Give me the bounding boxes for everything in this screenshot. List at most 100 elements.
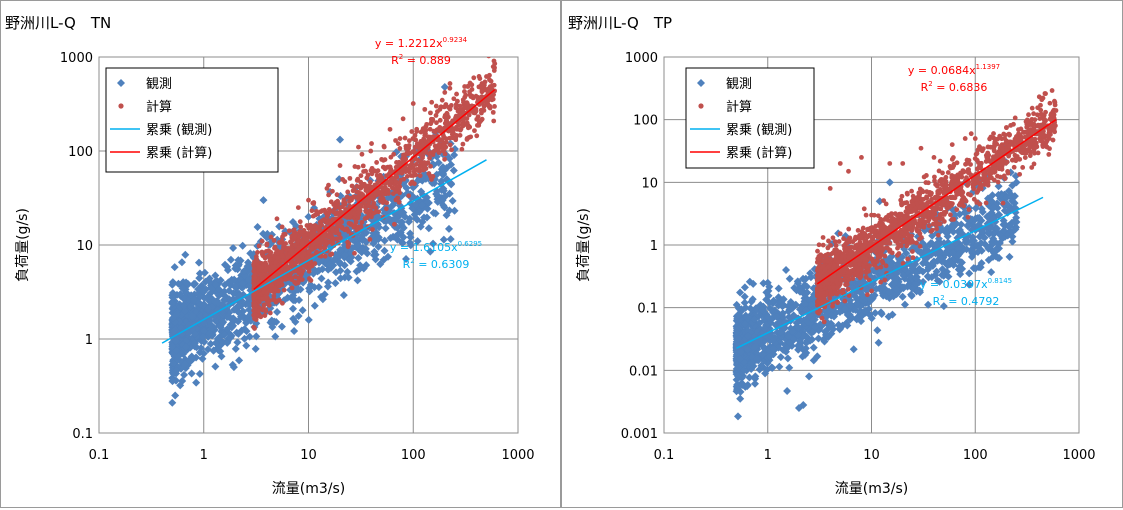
calculated-point: [1038, 111, 1044, 117]
calculated-point: [426, 171, 432, 176]
observed-point: [398, 239, 407, 248]
observed-point: [290, 326, 299, 335]
observed-point: [424, 224, 433, 233]
calculated-point: [455, 108, 461, 114]
calculated-point: [486, 57, 491, 59]
observed-point: [760, 343, 769, 352]
observed-point: [757, 305, 766, 314]
observed-point: [986, 210, 995, 219]
observed-point: [939, 302, 948, 311]
calculated-point: [311, 201, 317, 206]
calculated-point: [441, 133, 446, 139]
calculated-point: [410, 101, 416, 106]
calculated-point: [391, 151, 397, 157]
observed-point: [743, 382, 752, 391]
observed-point: [229, 321, 238, 330]
observed-point: [172, 366, 181, 375]
calculated-point: [328, 252, 333, 258]
calculated-point: [336, 231, 342, 237]
observed-point: [295, 296, 304, 305]
calculated-point: [289, 247, 295, 253]
calculated-point: [1026, 112, 1031, 118]
observed-point: [751, 342, 760, 351]
observed-point: [1008, 232, 1017, 241]
observed-point: [967, 236, 976, 245]
calculated-point: [443, 139, 449, 145]
observed-point: [734, 311, 743, 320]
calculated-point: [393, 197, 399, 203]
observed-point: [354, 254, 363, 263]
observed-point: [195, 269, 204, 278]
calculated-point: [491, 118, 497, 124]
legend-box: [105, 67, 279, 173]
observed-point: [442, 211, 451, 220]
calculated-point: [364, 215, 370, 220]
observed-point: [809, 356, 818, 365]
calculated-point: [402, 135, 408, 141]
calculated-point: [447, 142, 453, 148]
observed-point: [796, 287, 805, 296]
observed-point: [732, 375, 741, 384]
calculated-point: [324, 241, 329, 246]
y-tick-label: 1000: [625, 51, 658, 66]
calculated-point: [467, 124, 472, 130]
observed-point: [1010, 217, 1019, 226]
observed-point: [928, 239, 937, 248]
observed-point: [335, 259, 344, 268]
calculated-point: [428, 163, 433, 169]
observed-point: [240, 267, 249, 276]
calculated-point: [342, 227, 348, 233]
calculated-point: [479, 110, 484, 116]
observed-point: [336, 266, 345, 275]
observed-point: [877, 268, 886, 277]
calculated-point: [364, 209, 370, 214]
calculated-point: [447, 85, 453, 91]
observed-point: [1010, 192, 1019, 201]
y-tick-label: 100: [68, 145, 93, 160]
calculated-point: [306, 265, 312, 271]
legend-label: 累乗 (観測): [146, 123, 212, 138]
observed-point: [289, 314, 298, 323]
calculated-point: [278, 249, 284, 255]
calculated-point: [443, 144, 449, 150]
observed-point: [422, 213, 431, 222]
calculated-point: [293, 259, 299, 265]
calculated-point: [491, 82, 497, 88]
observed-point: [758, 350, 767, 359]
calculated-point: [330, 235, 335, 241]
calculated-point: [469, 87, 475, 92]
calculated-point: [356, 144, 361, 150]
observed-point: [177, 258, 186, 267]
calculated-point: [315, 226, 320, 232]
observed-point: [440, 82, 449, 91]
calculated-point: [264, 291, 270, 296]
calculated-point: [472, 128, 477, 134]
calculated-point: [882, 277, 888, 283]
calculated-point: [477, 76, 483, 81]
calculated-point: [437, 106, 443, 112]
observed-point: [824, 332, 833, 341]
calculated-point: [430, 117, 436, 123]
calculated-point: [281, 287, 287, 293]
observed-point: [774, 343, 783, 352]
calculated-point: [387, 164, 393, 170]
observed-point: [235, 301, 244, 310]
observed-point: [176, 381, 185, 390]
calculated-point: [301, 233, 307, 238]
observed-point: [906, 272, 915, 281]
observed-point: [973, 241, 982, 250]
observed-point: [203, 293, 212, 302]
calculated-point: [406, 193, 412, 199]
observed-point: [217, 352, 226, 361]
observed-point: [740, 366, 749, 375]
observed-point: [912, 268, 921, 277]
observed-point: [860, 306, 869, 315]
observed-point: [761, 369, 770, 378]
observed-point: [740, 298, 749, 307]
calculated-point: [319, 222, 324, 228]
observed-point: [209, 346, 218, 355]
observed-point: [873, 326, 882, 335]
observed-point: [201, 277, 210, 286]
calculated-point: [464, 120, 470, 126]
